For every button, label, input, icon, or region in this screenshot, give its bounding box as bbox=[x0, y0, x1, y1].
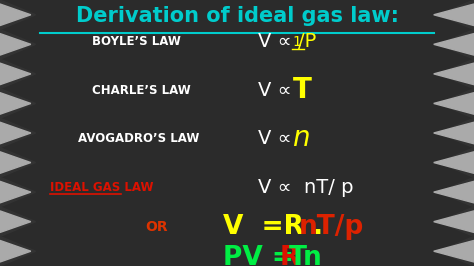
Polygon shape bbox=[438, 0, 474, 30]
Polygon shape bbox=[434, 211, 474, 232]
Text: IDEAL GAS LAW: IDEAL GAS LAW bbox=[50, 181, 153, 194]
Text: BOYLE’S LAW: BOYLE’S LAW bbox=[92, 35, 181, 48]
Text: V  =R .: V =R . bbox=[223, 214, 332, 240]
Polygon shape bbox=[0, 211, 31, 232]
Polygon shape bbox=[438, 207, 474, 236]
Polygon shape bbox=[0, 181, 31, 203]
Polygon shape bbox=[434, 152, 474, 173]
Polygon shape bbox=[0, 152, 31, 173]
Text: OR: OR bbox=[145, 221, 168, 234]
Polygon shape bbox=[434, 4, 474, 26]
Text: V ∝: V ∝ bbox=[258, 81, 298, 100]
Polygon shape bbox=[434, 93, 474, 114]
Polygon shape bbox=[0, 0, 36, 30]
Polygon shape bbox=[434, 122, 474, 144]
Text: R: R bbox=[280, 245, 300, 266]
Polygon shape bbox=[0, 34, 31, 55]
Text: nT/p: nT/p bbox=[299, 214, 364, 240]
Text: PV = n: PV = n bbox=[223, 245, 321, 266]
Polygon shape bbox=[434, 34, 474, 55]
Text: T: T bbox=[292, 76, 311, 105]
Polygon shape bbox=[0, 240, 31, 262]
Text: CHARLE’S LAW: CHARLE’S LAW bbox=[92, 84, 191, 97]
Text: V ∝: V ∝ bbox=[258, 32, 298, 51]
Text: V ∝  nT/ p: V ∝ nT/ p bbox=[258, 178, 354, 197]
Polygon shape bbox=[0, 118, 36, 148]
Text: 1: 1 bbox=[292, 35, 301, 49]
Polygon shape bbox=[0, 4, 31, 26]
Polygon shape bbox=[434, 240, 474, 262]
Polygon shape bbox=[0, 122, 31, 144]
Polygon shape bbox=[0, 63, 31, 85]
Polygon shape bbox=[438, 59, 474, 89]
Polygon shape bbox=[438, 89, 474, 118]
Polygon shape bbox=[0, 89, 36, 118]
Polygon shape bbox=[0, 148, 36, 177]
Text: Derivation of ideal gas law:: Derivation of ideal gas law: bbox=[75, 6, 399, 26]
Polygon shape bbox=[0, 93, 31, 114]
Text: n: n bbox=[292, 124, 310, 152]
Polygon shape bbox=[438, 148, 474, 177]
Polygon shape bbox=[0, 30, 36, 59]
Text: T: T bbox=[289, 245, 307, 266]
Polygon shape bbox=[0, 236, 36, 266]
Text: V ∝: V ∝ bbox=[258, 129, 298, 148]
Polygon shape bbox=[0, 177, 36, 207]
Polygon shape bbox=[438, 236, 474, 266]
Text: /P: /P bbox=[298, 32, 317, 51]
Polygon shape bbox=[438, 30, 474, 59]
Polygon shape bbox=[434, 181, 474, 203]
Polygon shape bbox=[434, 63, 474, 85]
Polygon shape bbox=[438, 177, 474, 207]
Polygon shape bbox=[0, 207, 36, 236]
Text: AVOGADRO’S LAW: AVOGADRO’S LAW bbox=[78, 132, 200, 145]
Polygon shape bbox=[0, 59, 36, 89]
Polygon shape bbox=[438, 118, 474, 148]
